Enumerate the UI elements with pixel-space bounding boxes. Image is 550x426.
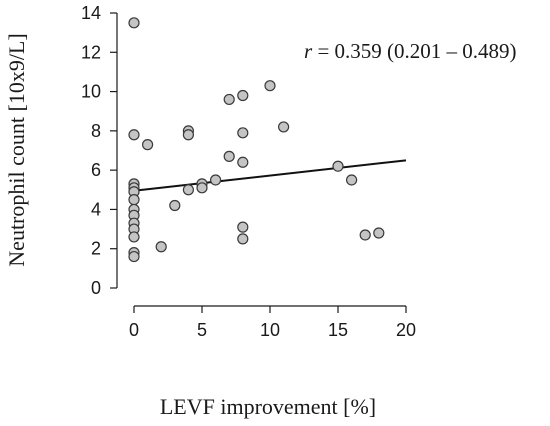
y-tick-label: 4 bbox=[91, 199, 101, 219]
data-point bbox=[223, 150, 235, 162]
data-point bbox=[155, 241, 167, 253]
x-axis: 0 5 10 15 20 bbox=[129, 305, 416, 340]
data-point bbox=[142, 139, 154, 151]
data-point bbox=[169, 199, 181, 212]
data-point bbox=[237, 156, 249, 168]
x-tick-label: 20 bbox=[396, 320, 416, 340]
x-axis-title: LEVF improvement [%] bbox=[160, 394, 376, 419]
regression-line bbox=[133, 159, 407, 192]
data-point bbox=[128, 17, 140, 29]
x-tick-label: 15 bbox=[328, 320, 348, 340]
y-tick-label: 12 bbox=[81, 42, 101, 62]
data-point bbox=[264, 80, 276, 92]
y-tick-label: 6 bbox=[91, 160, 101, 180]
correlation-value: = 0.359 (0.201 – 0.489) bbox=[312, 39, 516, 63]
y-tick-label: 10 bbox=[81, 82, 101, 102]
x-tick-label: 10 bbox=[260, 320, 280, 340]
y-tick-label: 14 bbox=[81, 3, 101, 23]
data-point bbox=[128, 129, 140, 141]
data-point bbox=[237, 233, 249, 245]
y-tick-label: 8 bbox=[91, 121, 101, 141]
data-point bbox=[128, 194, 140, 206]
data-point bbox=[373, 227, 385, 239]
x-tick-label: 5 bbox=[197, 320, 207, 340]
data-point bbox=[182, 129, 194, 141]
fit-line-layer bbox=[133, 159, 407, 192]
data-point bbox=[332, 160, 344, 172]
data-point bbox=[237, 127, 249, 139]
data-point bbox=[237, 221, 249, 233]
data-point bbox=[128, 250, 140, 263]
correlation-r-symbol: r bbox=[304, 39, 313, 63]
data-points bbox=[128, 17, 385, 263]
data-point bbox=[278, 121, 290, 133]
data-point bbox=[210, 174, 222, 186]
y-axis-title: Neutrophil count [10x9/L] bbox=[4, 33, 29, 266]
data-point bbox=[237, 89, 249, 102]
x-tick-label: 0 bbox=[129, 320, 139, 340]
y-axis: 0 2 4 6 8 10 12 14 bbox=[81, 3, 118, 298]
y-tick-label: 2 bbox=[91, 239, 101, 259]
y-tick-label: 0 bbox=[91, 278, 101, 298]
data-point bbox=[128, 231, 140, 243]
data-point bbox=[359, 229, 371, 241]
data-point bbox=[196, 182, 208, 194]
correlation-annotation: r = 0.359 (0.201 – 0.489) bbox=[304, 39, 517, 63]
data-point bbox=[346, 174, 358, 186]
data-point bbox=[223, 93, 235, 106]
data-point bbox=[182, 184, 194, 196]
